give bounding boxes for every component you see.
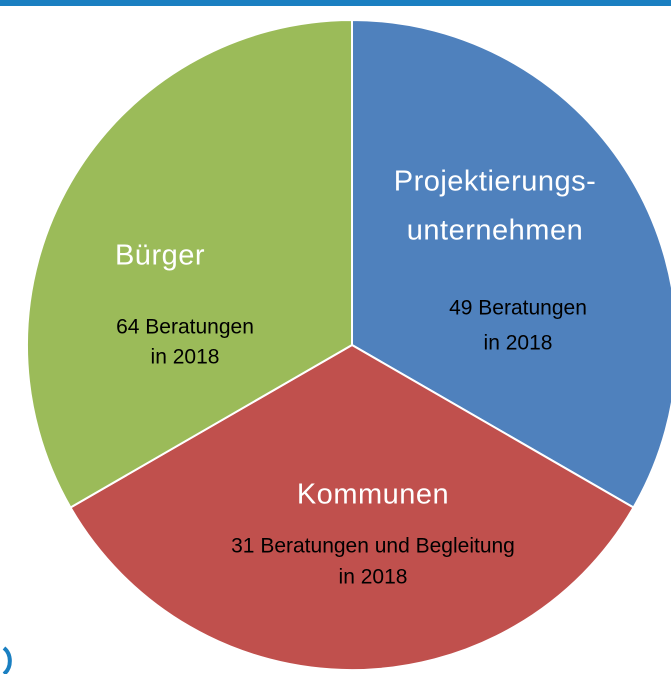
sector	[26, 18, 353, 509]
segment-title: Projektierungs-	[394, 166, 597, 198]
segment-title: unternehmen	[407, 215, 583, 247]
segment-detail: in 2018	[339, 566, 408, 589]
segment-title: Bürger	[115, 240, 205, 272]
segment-detail: in 2018	[484, 332, 553, 355]
segment-title: Kommunen	[297, 479, 449, 511]
sector	[351, 18, 671, 509]
pie	[26, 18, 671, 672]
labels: Projektierungs-unternehmen 49 Beratungen i…	[115, 166, 596, 589]
segment-detail: 31 Beratungen und Begleitung	[231, 535, 515, 558]
top-bar	[0, 0, 671, 6]
segment-detail: 64 Beratungen	[116, 316, 254, 339]
logo-fragment	[2, 646, 12, 674]
segment-detail: in 2018	[151, 346, 220, 369]
segment-detail: 49 Beratungen	[449, 297, 587, 320]
